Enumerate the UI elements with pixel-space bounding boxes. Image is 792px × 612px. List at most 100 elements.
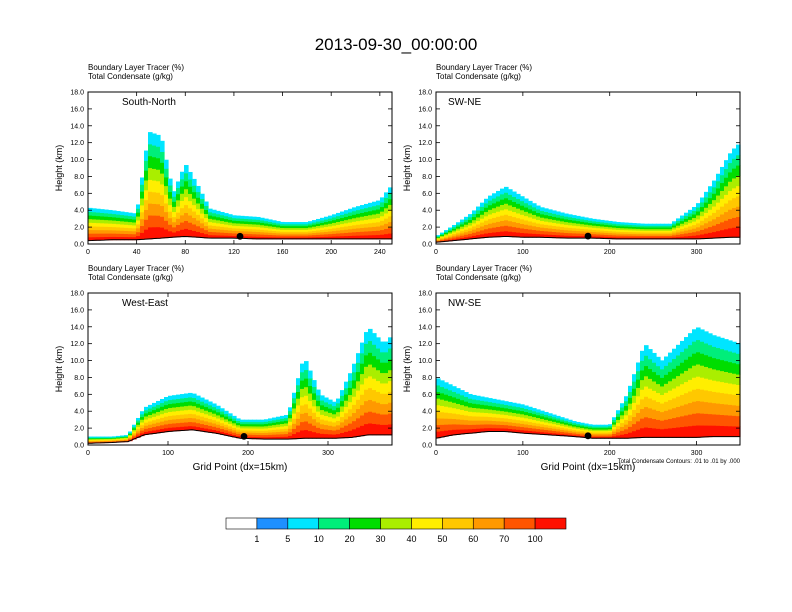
tracer-cell [676, 225, 681, 228]
tracer-cell [524, 224, 529, 230]
tracer-cell [92, 436, 97, 438]
tracer-cell [636, 237, 641, 240]
tracer-cell [560, 433, 565, 437]
tracer-cell [556, 217, 561, 221]
tracer-cell [736, 374, 741, 385]
variable-label-condensate: Total Condensate (g/kg) [436, 72, 521, 81]
tracer-cell [312, 399, 317, 407]
tracer-cell [236, 418, 241, 421]
tracer-cell [676, 355, 681, 366]
tracer-cell [112, 230, 117, 234]
tracer-cell [148, 411, 153, 415]
tracer-cell [556, 223, 561, 227]
tracer-cell [200, 405, 205, 410]
tracer-cell [592, 429, 597, 432]
y-tick-label: 16.0 [70, 106, 84, 113]
tracer-cell [216, 408, 221, 413]
tracer-cell [712, 199, 717, 207]
tracer-cell [180, 410, 185, 415]
tracer-cell [232, 420, 237, 424]
tracer-cell [448, 412, 453, 419]
y-tick-label: 4.0 [74, 208, 84, 215]
tracer-cell [148, 424, 153, 428]
tracer-cell [608, 222, 613, 226]
tracer-cell [132, 434, 137, 437]
tracer-cell [88, 437, 93, 439]
tracer-cell [692, 401, 697, 414]
tracer-cell [548, 225, 553, 229]
tracer-cell [160, 205, 165, 217]
tracer-cell [200, 412, 205, 417]
tracer-cell [528, 213, 533, 218]
tracer-cell [176, 402, 181, 408]
tracer-cell [228, 431, 233, 434]
tracer-cell [708, 402, 713, 415]
tracer-cell [600, 228, 605, 231]
tracer-cell [628, 420, 633, 427]
tracer-cell [88, 233, 93, 238]
tracer-cell [632, 233, 637, 236]
tracer-cell [472, 420, 477, 425]
tracer-cell [612, 419, 617, 423]
x-axis-label: Grid Point (dx=15km) [193, 462, 288, 473]
tracer-cell [320, 419, 325, 425]
x-tick-label: 40 [133, 249, 141, 256]
tracer-cell [252, 419, 257, 423]
tracer-cell [496, 206, 501, 212]
tracer-cell [544, 227, 549, 232]
tracer-cell [224, 221, 229, 225]
tracer-cell [660, 377, 665, 387]
tracer-cell [120, 439, 125, 441]
tracer-cell [488, 401, 493, 406]
tracer-cell [728, 404, 733, 416]
tracer-cell [680, 223, 685, 227]
tracer-cell [612, 236, 617, 240]
tracer-cell [144, 416, 149, 420]
tracer-cell [220, 211, 225, 216]
tracer-cell [264, 227, 269, 231]
tracer-cell [152, 413, 157, 417]
tracer-cell [504, 407, 509, 412]
tracer-cell [716, 392, 721, 404]
tracer-cell [720, 425, 725, 437]
tracer-cell [264, 223, 269, 226]
tracer-cell [244, 228, 249, 232]
tracer-cell [112, 236, 117, 241]
tracer-cell [104, 209, 109, 214]
tracer-cell [384, 192, 389, 198]
tracer-cell [268, 230, 273, 233]
x-tick-label: 160 [277, 249, 289, 256]
tracer-cell [280, 235, 285, 238]
tracer-cell [312, 386, 317, 394]
tracer-cell [120, 437, 125, 439]
tracer-cell [360, 425, 365, 437]
tracer-cell [732, 227, 737, 238]
tracer-cell [584, 426, 589, 429]
tracer-cell [380, 229, 385, 235]
tracer-cell [644, 416, 649, 428]
tracer-cell [328, 425, 333, 431]
tracer-cell [292, 225, 297, 229]
tracer-cell [344, 381, 349, 389]
tracer-cell [648, 225, 653, 228]
tracer-cell [464, 405, 469, 411]
tracer-cell [264, 434, 269, 438]
tracer-cell [440, 238, 445, 241]
tracer-cell [184, 165, 189, 174]
tracer-cell [436, 239, 441, 241]
tracer-cell [496, 201, 501, 207]
tracer-cell [228, 222, 233, 226]
y-tick-label: 8.0 [422, 174, 432, 181]
tracer-cell [524, 420, 529, 425]
tracer-cell [164, 397, 169, 402]
tracer-cell [576, 233, 581, 237]
tracer-cell [192, 224, 197, 231]
tracer-cell [572, 429, 577, 432]
tracer-cell [600, 424, 605, 427]
tracer-cell [556, 229, 561, 233]
tracer-cell [624, 237, 629, 240]
tracer-cell [448, 232, 453, 234]
tracer-cell [656, 392, 661, 402]
tracer-cell [252, 233, 257, 237]
tracer-cell [548, 215, 553, 220]
